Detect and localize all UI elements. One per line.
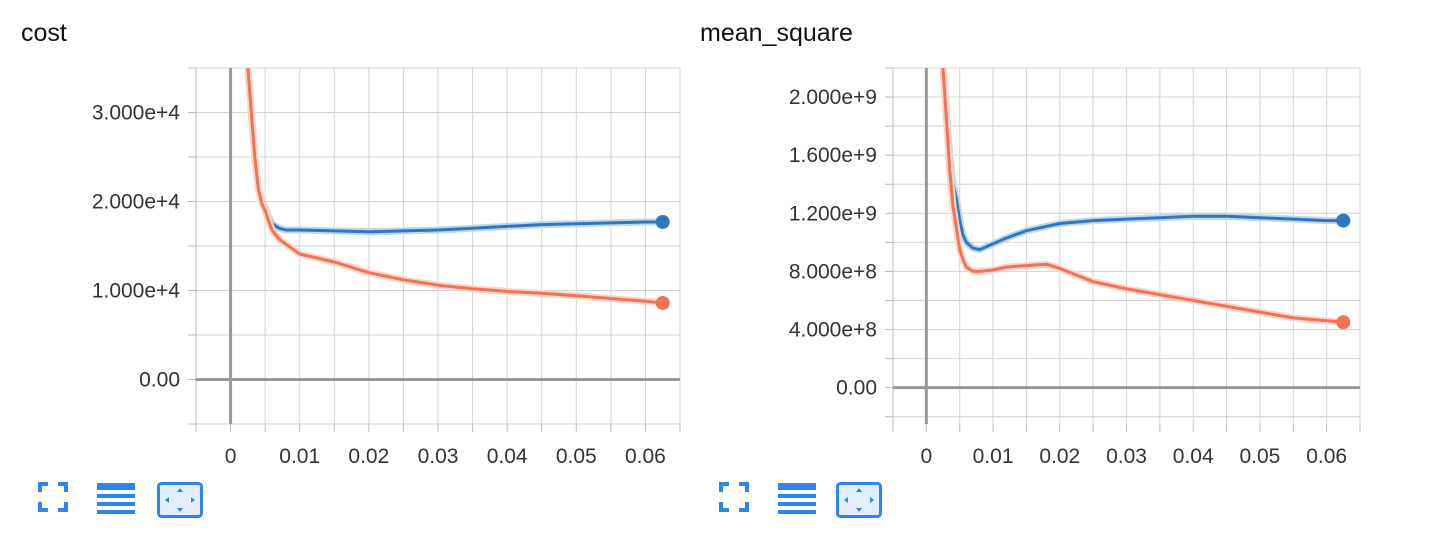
x-tick-label: 0.05 xyxy=(1239,445,1280,468)
fit-domain-icon[interactable] xyxy=(719,482,749,512)
zoom-out-icon[interactable] xyxy=(157,482,203,518)
series-line[interactable] xyxy=(941,68,1344,324)
x-tick-label: 0.03 xyxy=(418,445,459,468)
y-tick-label: 8.000e+8 xyxy=(789,260,877,283)
series-end-point[interactable] xyxy=(655,295,670,310)
fit-domain-icon[interactable] xyxy=(38,482,68,512)
series-raw-line xyxy=(244,68,663,236)
mean-square-card: mean_square 0 0.01 0.02 0.03 0.04 0.05 0.06 0.0… xyxy=(700,0,1400,550)
y-tick-label: 1.200e+9 xyxy=(789,202,877,225)
x-tick-label: 0.01 xyxy=(973,445,1014,468)
chart-title: cost xyxy=(21,19,67,47)
x-tick-label: 0.02 xyxy=(1039,445,1080,468)
x-tick-label: 0.04 xyxy=(1173,445,1214,468)
y-tick-label: 3.000e+4 xyxy=(92,102,180,125)
series-layer xyxy=(244,68,664,307)
series-layer xyxy=(939,68,1344,326)
x-tick-label: 0.04 xyxy=(487,445,528,468)
series-line[interactable] xyxy=(246,68,663,234)
x-tick-label: 0.05 xyxy=(556,445,597,468)
x-tick-label: 0.06 xyxy=(625,445,666,468)
cost-card: cost 0 0.01 0.02 0.03 0.04 0.05 0.06 0.00 1.000e… xyxy=(0,0,700,550)
x-tick-label: 0.02 xyxy=(348,445,389,468)
series-raw-line xyxy=(244,68,664,307)
zoom-out-icon[interactable] xyxy=(836,482,882,518)
toggle-y-log-icon[interactable] xyxy=(778,482,816,516)
x-tick-label: 0.03 xyxy=(1106,445,1147,468)
mean-square-chart[interactable]: 0 0.01 0.02 0.03 0.04 0.05 0.06 0.00 4.000e+8 8.0… xyxy=(700,0,1400,480)
cost-chart[interactable]: 0 0.01 0.02 0.03 0.04 0.05 0.06 0.00 1.000e+4 2.0… xyxy=(0,0,700,480)
x-tick-label: 0.06 xyxy=(1306,445,1347,468)
y-tick-label: 1.000e+4 xyxy=(92,280,180,303)
toggle-y-log-icon[interactable] xyxy=(97,482,135,516)
series-end-point[interactable] xyxy=(655,214,670,229)
series-end-point[interactable] xyxy=(1336,213,1351,228)
series-end-point[interactable] xyxy=(1336,315,1351,330)
x-tick-label: 0 xyxy=(225,445,237,468)
series-line[interactable] xyxy=(246,68,663,305)
y-tick-label: 2.000e+4 xyxy=(92,191,180,214)
x-tick-label: 0.01 xyxy=(279,445,320,468)
series-line[interactable] xyxy=(941,68,1344,252)
series-raw-line xyxy=(939,68,1344,254)
x-tick-label: 0 xyxy=(921,445,933,468)
y-tick-label: 4.000e+8 xyxy=(789,319,877,342)
y-tick-label: 1.600e+9 xyxy=(789,144,877,167)
y-tick-label: 0.00 xyxy=(836,377,877,400)
y-tick-label: 2.000e+9 xyxy=(789,86,877,109)
y-tick-label: 0.00 xyxy=(139,369,180,392)
chart-title: mean_square xyxy=(700,19,853,47)
series-raw-line xyxy=(939,68,1344,326)
